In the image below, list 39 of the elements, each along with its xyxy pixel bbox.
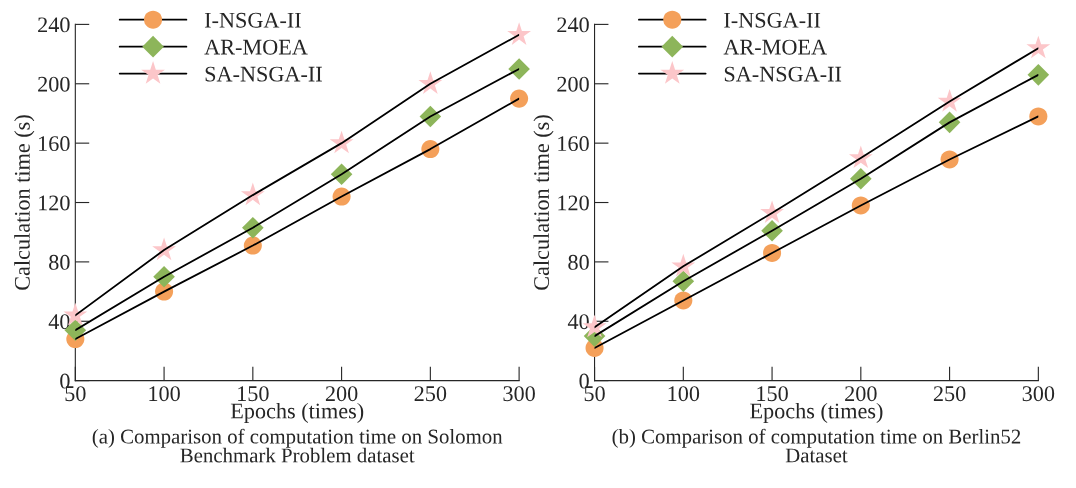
point	[510, 89, 529, 108]
y-tick-label: 240	[557, 17, 589, 33]
legend-label: I-NSGA-II	[724, 12, 821, 28]
x-tick-label: 300	[1022, 386, 1055, 402]
x-axis-title: Epochs (times)	[750, 402, 883, 424]
legend-label: SA-NSGA-II	[205, 66, 322, 82]
y-tick-label: 200	[557, 76, 589, 92]
y-tick-label: 160	[558, 136, 589, 152]
y-tick-label: 80	[568, 254, 589, 270]
y-tick-label: 240	[38, 17, 70, 33]
legend-label: I-NSGA-II	[204, 12, 301, 28]
x-tick-label: 100	[149, 386, 180, 402]
y-tick-label: 160	[39, 136, 70, 152]
x-tick-label: 300	[503, 386, 535, 402]
legend-label: AR-MOEA	[723, 39, 827, 55]
y-tick-label: 80	[49, 254, 70, 270]
point	[1026, 35, 1051, 59]
point	[1027, 64, 1050, 86]
y-axis-title: Calculation time (s)	[533, 115, 554, 290]
text: (a) Comparison of computation time on Solomon Benchmark Problem dataset	[92, 428, 503, 463]
x-tick-label: 200	[325, 386, 358, 402]
y-tick-label: 120	[39, 195, 70, 211]
point	[1029, 107, 1048, 126]
x-tick-label: 150	[757, 386, 788, 402]
y-tick-label: 120	[558, 195, 589, 211]
x-tick-label: 150	[238, 386, 269, 402]
legend-label: SA-NSGA-II	[724, 66, 842, 82]
x-tick-label: 250	[414, 386, 447, 402]
y-tick-label: 40	[567, 314, 589, 330]
y-axis-title: Calculation time (s)	[14, 115, 35, 290]
point	[507, 22, 531, 45]
x-tick-label: 250	[933, 386, 966, 402]
x-tick-label: 100	[668, 386, 700, 402]
text: (b) Comparison of computation time on Berlin52 Dataset	[612, 428, 1021, 463]
x-tick-label: 200	[845, 386, 877, 402]
legend-label: AR-MOEA	[204, 39, 308, 55]
y-tick-label: 200	[38, 76, 70, 92]
x-axis-title: Epochs (times)	[230, 402, 364, 424]
y-tick-label: 40	[48, 314, 70, 330]
